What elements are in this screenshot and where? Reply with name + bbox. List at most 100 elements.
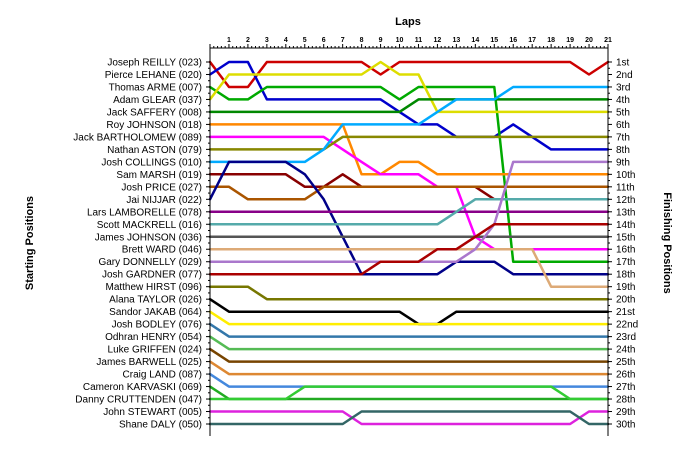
finish-position-label: 16th [616,245,635,256]
driver-label: Jack SAFFERY (008) [107,107,202,118]
series-line-19 [208,285,610,301]
finish-position-label: 22nd [616,320,638,331]
finish-position-label: 6th [616,120,630,131]
finish-position-label: 29th [616,407,635,418]
driver-label: Shane DALY (050) [119,420,202,431]
driver-label: Scott MACKRELL (016) [97,220,202,231]
driver-label: James BARWELL (025) [96,357,202,368]
finish-position-label: 7th [616,132,630,143]
driver-label: Sandor JAKAB (064) [109,307,202,318]
series-line-5 [208,98,610,114]
lap-tick-label: 15 [490,37,498,44]
lap-tick-label: 5 [303,37,307,44]
axis-labels: 1 2 3 4 5 6 7 8 9 10 11 12 13 14 15 16 17 18 19 20 21Joseph … [73,37,638,431]
series-line-16 [208,247,610,288]
x-axis-title: Laps [395,16,421,28]
finish-position-label: 13th [616,207,635,218]
series-line-26 [208,372,610,388]
finish-position-label: 27th [616,382,635,393]
series-line-29 [208,410,610,426]
driver-label: Alana TAYLOR (026) [109,295,202,306]
axes [206,44,612,436]
driver-label: Josh GARDNER (077) [102,270,202,281]
driver-label: Adam GLEAR (037) [113,95,202,106]
lap-tick-label: 7 [341,37,345,44]
lap-tick-label: 20 [585,37,593,44]
finish-position-label: 17th [616,257,635,268]
finish-position-label: 28th [616,395,635,406]
driver-label: Matthew HIRST (096) [105,282,202,293]
driver-label: Nathan ASTON (079) [107,145,202,156]
lap-tick-label: 4 [284,37,288,44]
driver-label: Lars LAMBORELLE (078) [87,207,202,218]
finish-position-label: 30th [616,420,635,431]
finish-position-label: 1st [616,58,630,69]
driver-label: James JOHNSON (036) [95,232,202,243]
lap-tick-label: 14 [471,37,479,44]
series-line-4 [208,60,610,114]
finish-position-label: 20th [616,295,635,306]
driver-label: Cameron KARVASKI (069) [83,382,202,393]
lap-tick-label: 8 [360,37,364,44]
series-line-21 [208,310,610,326]
finish-position-label: 25th [616,357,635,368]
lap-tick-label: 6 [322,37,326,44]
series-line-30 [208,410,610,426]
series-line-28 [208,385,610,401]
finish-position-label: 9th [616,157,630,168]
finish-position-label: 24th [616,345,635,356]
finish-position-label: 5th [616,107,630,118]
lap-tick-label: 17 [528,37,536,44]
y-axis-title-right: Finishing Positions [661,192,673,293]
finish-position-label: 15th [616,232,635,243]
series-line-23 [208,335,610,351]
series-line-3 [208,85,610,263]
finish-position-label: 14th [616,220,635,231]
driver-label: Craig LAND (087) [123,370,202,381]
finish-position-label: 12th [616,195,635,206]
series-line-25 [208,360,610,376]
lap-tick-label: 12 [434,37,442,44]
lap-tick-label: 21 [604,37,612,44]
lap-tick-label: 3 [265,37,269,44]
driver-label: Joseph REILLY (023) [107,58,202,69]
finish-position-label: 11th [616,182,635,193]
series-line-6 [208,123,610,176]
series-line-14 [208,198,610,226]
lap-tick-label: 11 [415,37,423,44]
driver-label: Jack BARTHOLOMEW (089) [73,132,202,143]
driver-label: Luke GRIFFEN (024) [108,345,202,356]
y-axis-title-left: Starting Positions [24,196,36,290]
driver-label: Brett WARD (046) [122,245,202,256]
driver-label: Danny CRUTTENDEN (047) [75,395,202,406]
lap-tick-label: 9 [379,37,383,44]
series-line-18 [208,223,610,276]
lap-tick-label: 13 [452,37,460,44]
driver-label: Josh PRICE (027) [121,182,202,193]
series-line-27 [208,385,610,401]
series-line-11 [208,185,610,201]
finish-position-label: 8th [616,145,630,156]
series-line-22 [208,322,610,338]
driver-label: Roy JOHNSON (018) [106,120,202,131]
lap-tick-label: 1 [227,37,231,44]
series-line-20 [208,297,610,326]
finish-position-label: 18th [616,270,635,281]
finish-position-label: 23rd [616,332,636,343]
driver-label: Sam MARSH (019) [116,170,202,181]
finish-position-label: 26th [616,370,635,381]
series-line-7 [208,135,610,251]
driver-label: Gary DONNELLY (029) [98,257,202,268]
series-line-1 [208,60,610,89]
driver-label: Thomas ARME (007) [109,82,202,93]
driver-label: Jai NIJJAR (022) [126,195,202,206]
series-lines [208,60,610,426]
series-line-24 [208,347,610,363]
finish-position-label: 3rd [616,82,630,93]
finish-position-label: 2nd [616,70,633,81]
series-line-2 [208,60,610,151]
lap-tick-label: 2 [246,37,250,44]
finish-position-label: 10th [616,170,635,181]
